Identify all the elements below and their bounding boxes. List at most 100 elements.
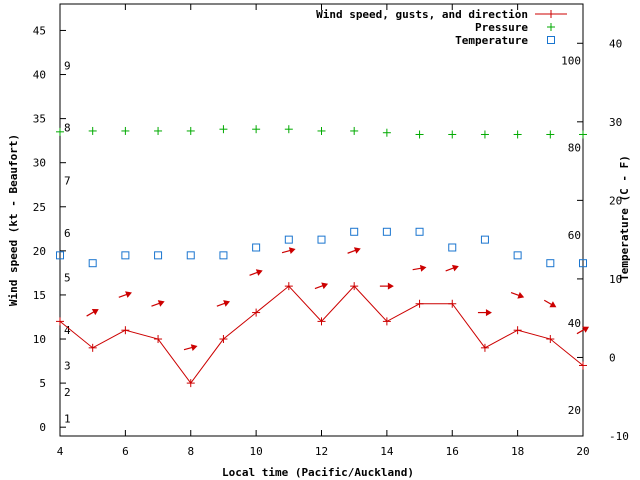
wind-direction-arrow <box>347 247 361 254</box>
wind-direction-arrow <box>543 299 557 308</box>
y-axis-left-label: Wind speed (kt - Beaufort) <box>7 134 20 306</box>
pressure-point <box>579 130 587 139</box>
fahrenheit-tick-label: 40 <box>568 317 581 330</box>
y-left-tick-label: 25 <box>33 201 46 214</box>
x-tick-label: 6 <box>122 445 129 458</box>
pressure-point <box>252 125 261 134</box>
wind-arrow-head <box>549 301 557 308</box>
wind-arrow-head <box>157 300 165 307</box>
pressure-point <box>415 130 424 139</box>
wind-direction-arrow <box>151 300 165 307</box>
x-tick-label: 10 <box>250 445 263 458</box>
wind-speed-point <box>579 361 587 370</box>
wind-speed-point <box>121 326 130 335</box>
wind-arrow-head <box>451 264 459 272</box>
temperature-point <box>88 259 97 268</box>
pressure-point <box>480 130 489 139</box>
wind-arrow-head <box>321 282 329 290</box>
wind-direction-arrow <box>445 264 459 272</box>
y-left-tick-label: 40 <box>33 69 46 82</box>
wind-direction-arrow <box>183 344 198 351</box>
y-right-tick-label: 0 <box>609 351 616 364</box>
pressure-point <box>317 126 326 135</box>
y-left-tick-label: 0 <box>39 421 46 434</box>
wind-arrow-head <box>288 247 296 254</box>
x-tick-label: 20 <box>576 445 589 458</box>
fahrenheit-tick-label: 60 <box>568 229 581 242</box>
x-tick-label: 12 <box>315 445 328 458</box>
wind-direction-arrow <box>118 291 132 298</box>
wind-speed-point <box>382 317 391 326</box>
temperature-point <box>546 259 555 268</box>
fahrenheit-tick-label: 80 <box>568 142 581 155</box>
y-right-tick-label: 40 <box>609 37 622 50</box>
legend-label: Wind speed, gusts, and direction <box>316 8 528 21</box>
y-right-tick-label: 10 <box>609 273 622 286</box>
y-right-tick-label: 20 <box>609 194 622 207</box>
wind-arrow-head <box>91 309 99 316</box>
x-axis-label: Local time (Pacific/Auckland) <box>222 466 414 479</box>
temperature-point <box>121 251 130 260</box>
wind-arrow-head <box>223 300 231 307</box>
temperature-point <box>382 227 391 236</box>
wind-direction-arrow <box>216 300 231 307</box>
wind-speed-point <box>252 308 261 317</box>
wind-speed-point <box>317 317 326 326</box>
beaufort-tick-label: 5 <box>64 271 71 284</box>
legend-label: Temperature <box>455 34 528 47</box>
wind-speed-point <box>448 299 457 308</box>
temperature-point <box>579 259 587 268</box>
beaufort-tick-label: 1 <box>64 412 71 425</box>
wind-arrow-head <box>419 264 427 272</box>
beaufort-tick-label: 4 <box>64 324 71 337</box>
temperature-point <box>448 243 457 252</box>
wind-direction-arrow <box>379 282 394 290</box>
wind-speed-point <box>186 379 195 388</box>
wind-speed-point <box>88 343 97 352</box>
wind-arrow-head <box>353 247 361 254</box>
wind-speed-point <box>546 335 555 344</box>
beaufort-tick-label: 9 <box>64 60 71 73</box>
y-left-tick-label: 10 <box>33 333 46 346</box>
beaufort-tick-label: 2 <box>64 386 71 399</box>
wind-arrow-head <box>190 344 198 351</box>
wind-direction-arrow <box>576 326 590 335</box>
temperature-point <box>56 251 64 260</box>
beaufort-tick-label: 7 <box>64 174 71 187</box>
wind-speed-point <box>513 326 522 335</box>
temperature-point <box>317 235 326 244</box>
pressure-point <box>88 126 97 135</box>
wind-direction-arrow <box>510 291 525 299</box>
plot-frame <box>59 3 584 437</box>
y-left-tick-label: 20 <box>33 245 46 258</box>
wind-direction-arrow <box>86 309 99 317</box>
x-tick-label: 14 <box>380 445 394 458</box>
x-tick-label: 16 <box>446 445 459 458</box>
x-tick-label: 4 <box>57 445 64 458</box>
temperature-point <box>350 227 359 236</box>
pressure-point <box>350 126 359 135</box>
wind-direction-arrow <box>281 247 296 254</box>
beaufort-tick-label: 6 <box>64 227 71 240</box>
wind-arrow-head <box>582 326 590 333</box>
y-right-tick-label: 30 <box>609 116 622 129</box>
fahrenheit-tick-label: 100 <box>561 55 581 68</box>
wind-arrow-head <box>125 291 132 298</box>
temperature-point <box>513 251 522 260</box>
pressure-point <box>546 130 555 139</box>
wind-speed-point <box>415 299 424 308</box>
beaufort-tick-label: 3 <box>64 359 71 372</box>
wind-arrow-head <box>387 282 394 290</box>
pressure-point <box>121 126 130 135</box>
wind-direction-arrow <box>412 264 427 272</box>
y-right-tick-label: -10 <box>609 430 629 443</box>
wind-speed-line <box>59 285 584 384</box>
pressure-point <box>382 128 391 137</box>
pressure-point <box>448 130 457 139</box>
wind-speed-point <box>480 343 489 352</box>
pressure-point <box>56 127 64 136</box>
wind-speed-point <box>350 282 359 291</box>
temperature-point <box>284 235 293 244</box>
